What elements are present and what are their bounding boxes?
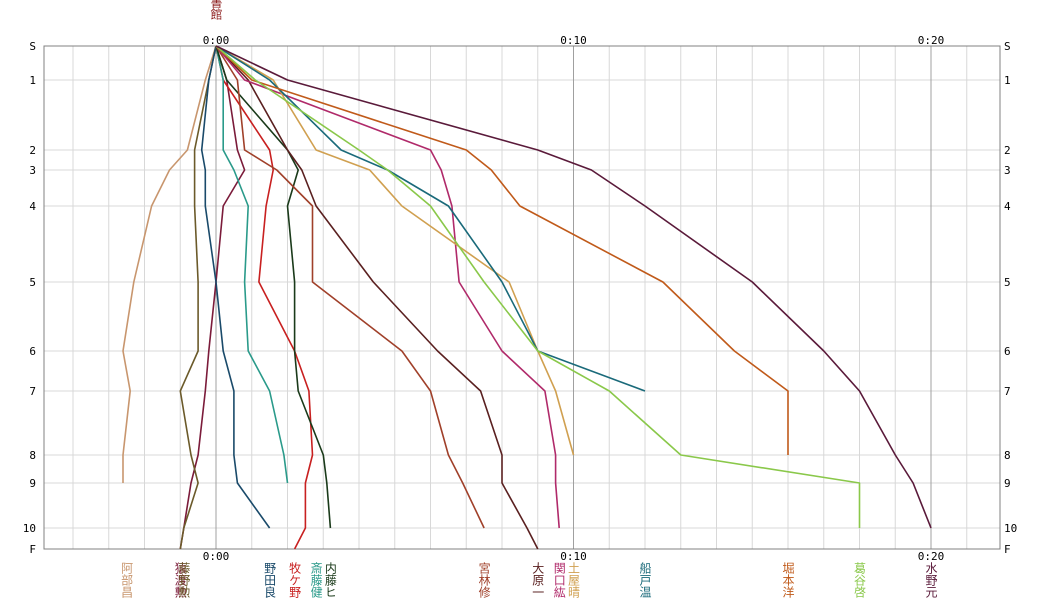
y-tick-label-left: 8 — [29, 449, 36, 462]
y-tick-label-right: 6 — [1004, 345, 1011, 358]
y-tick-label-right: F — [1004, 543, 1011, 556]
y-tick-label-right: 7 — [1004, 385, 1011, 398]
series-line — [179, 45, 217, 550]
x-tick-label-top: 0:10 — [560, 34, 587, 47]
series-name-label: 猿渡勲 — [173, 561, 187, 599]
series-line — [215, 45, 789, 455]
y-tick-label-left: 2 — [29, 144, 36, 157]
series-name-label: 内藤ヒ — [323, 562, 337, 598]
y-tick-label-left: 5 — [29, 276, 36, 289]
top-marker: 図書館 — [209, 0, 223, 20]
series-name-label: 船戸温 — [638, 562, 652, 598]
series-name-label: 葛谷啓 — [853, 562, 867, 598]
x-tick-label-top: 0:00 — [203, 34, 230, 47]
series-name-label: 関口紘 — [552, 562, 566, 598]
series-name-label: 宮林修 — [477, 561, 491, 598]
y-tick-label-right: 2 — [1004, 144, 1011, 157]
series-lines — [122, 45, 932, 550]
grid-minor — [44, 46, 1000, 549]
grid-major — [215, 46, 932, 549]
y-tick-label-right: 8 — [1004, 449, 1011, 462]
y-tick-label-right: 9 — [1004, 477, 1011, 490]
x-axis-top: 0:00 0:10 0:20 — [203, 34, 945, 47]
series-name-label: 土屋晴 — [567, 562, 581, 598]
y-axis-right: S 1 2 3 4 5 6 7 8 9 10 F — [1004, 40, 1017, 556]
series-line — [215, 45, 575, 456]
y-tick-label-left: S — [29, 40, 36, 53]
y-tick-label-right: 4 — [1004, 200, 1011, 213]
series-name-label: 斎藤健 — [309, 561, 323, 598]
series-name-label: 藤野勲 — [177, 562, 191, 599]
x-tick-label-top: 0:20 — [918, 34, 945, 47]
series-name-label: 野田良 — [263, 562, 277, 599]
series-line — [200, 45, 271, 529]
series-line — [215, 45, 289, 484]
series-line — [122, 45, 217, 483]
y-tick-label-left: 1 — [29, 74, 36, 87]
plot-frame — [43, 45, 1001, 550]
x-axis-bottom: 0:00 0:10 0:20 — [203, 550, 945, 563]
plot-border — [43, 45, 1001, 550]
series-name-label: 牧ケ野 — [288, 562, 302, 598]
series-line — [215, 45, 646, 392]
y-tick-label-right: 10 — [1004, 522, 1017, 535]
y-tick-label-right: S — [1004, 40, 1011, 53]
y-axis-left: S 1 2 3 4 5 6 7 8 9 10 F — [23, 40, 37, 556]
y-tick-label-right: 5 — [1004, 276, 1011, 289]
series-name-label: 水野元 — [924, 562, 938, 599]
series-line — [215, 45, 861, 528]
series-line — [179, 45, 246, 550]
series-line — [215, 45, 560, 529]
top-marker-label: 図書館 — [209, 0, 223, 20]
x-tick-label-bottom: 0:10 — [560, 550, 587, 563]
series-line — [215, 45, 539, 550]
series-name-label: 大原一 — [531, 562, 545, 598]
y-tick-label-right: 3 — [1004, 164, 1011, 177]
y-tick-label-right: 1 — [1004, 74, 1011, 87]
series-line — [215, 45, 932, 529]
x-tick-label-bottom: 0:20 — [918, 550, 945, 563]
series-name-label: 堀本洋 — [781, 561, 795, 598]
y-tick-label-left: 9 — [29, 477, 36, 490]
y-tick-label-left: F — [29, 543, 36, 556]
y-tick-label-left: 7 — [29, 385, 36, 398]
series-name-label: 阿部昌 — [120, 562, 134, 598]
series-line — [215, 45, 332, 529]
y-tick-label-left: 10 — [23, 522, 36, 535]
y-tick-label-left: 3 — [29, 164, 36, 177]
series-line — [215, 45, 314, 550]
series-line — [215, 45, 485, 529]
x-tick-label-bottom: 0:00 — [203, 550, 230, 563]
y-tick-label-left: 6 — [29, 345, 36, 358]
y-tick-label-left: 4 — [29, 200, 36, 213]
